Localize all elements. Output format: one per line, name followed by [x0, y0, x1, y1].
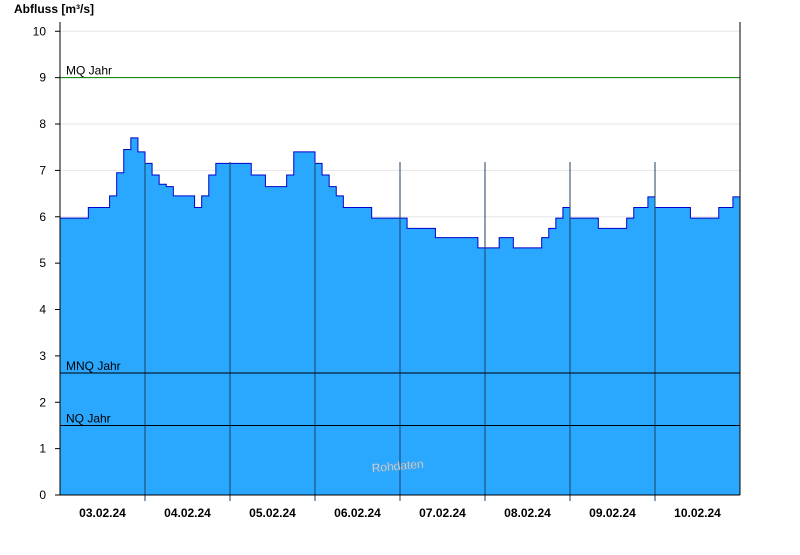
y-tick-label: 4: [39, 303, 46, 317]
y-tick-label: 10: [33, 24, 47, 38]
y-tick-label: 8: [39, 117, 46, 131]
x-tick-label: 07.02.24: [419, 506, 466, 520]
y-tick-label: 5: [39, 256, 46, 270]
x-tick-label: 03.02.24: [79, 506, 126, 520]
x-tick-label: 04.02.24: [164, 506, 211, 520]
reference-label: MQ Jahr: [66, 64, 112, 78]
x-tick-label: 05.02.24: [249, 506, 296, 520]
x-tick-label: 09.02.24: [589, 506, 636, 520]
y-tick-label: 0: [39, 488, 46, 502]
x-tick-label: 10.02.24: [674, 506, 721, 520]
line: [60, 137, 740, 249]
y-tick-label: 3: [39, 349, 46, 363]
x-tick-label: 06.02.24: [334, 506, 381, 520]
y-tick-label: 2: [39, 395, 46, 409]
y-axis-label: Abfluss [m³/s]: [14, 2, 94, 16]
y-tick-label: 6: [39, 210, 46, 224]
y-tick-label: 1: [39, 442, 46, 456]
y-tick-label: 7: [39, 163, 46, 177]
reference-label: NQ Jahr: [66, 411, 111, 425]
reference-label: MNQ Jahr: [66, 359, 121, 373]
y-tick-label: 9: [39, 71, 46, 85]
annotation: Rohdaten: [371, 457, 424, 475]
x-tick-label: 08.02.24: [504, 506, 551, 520]
